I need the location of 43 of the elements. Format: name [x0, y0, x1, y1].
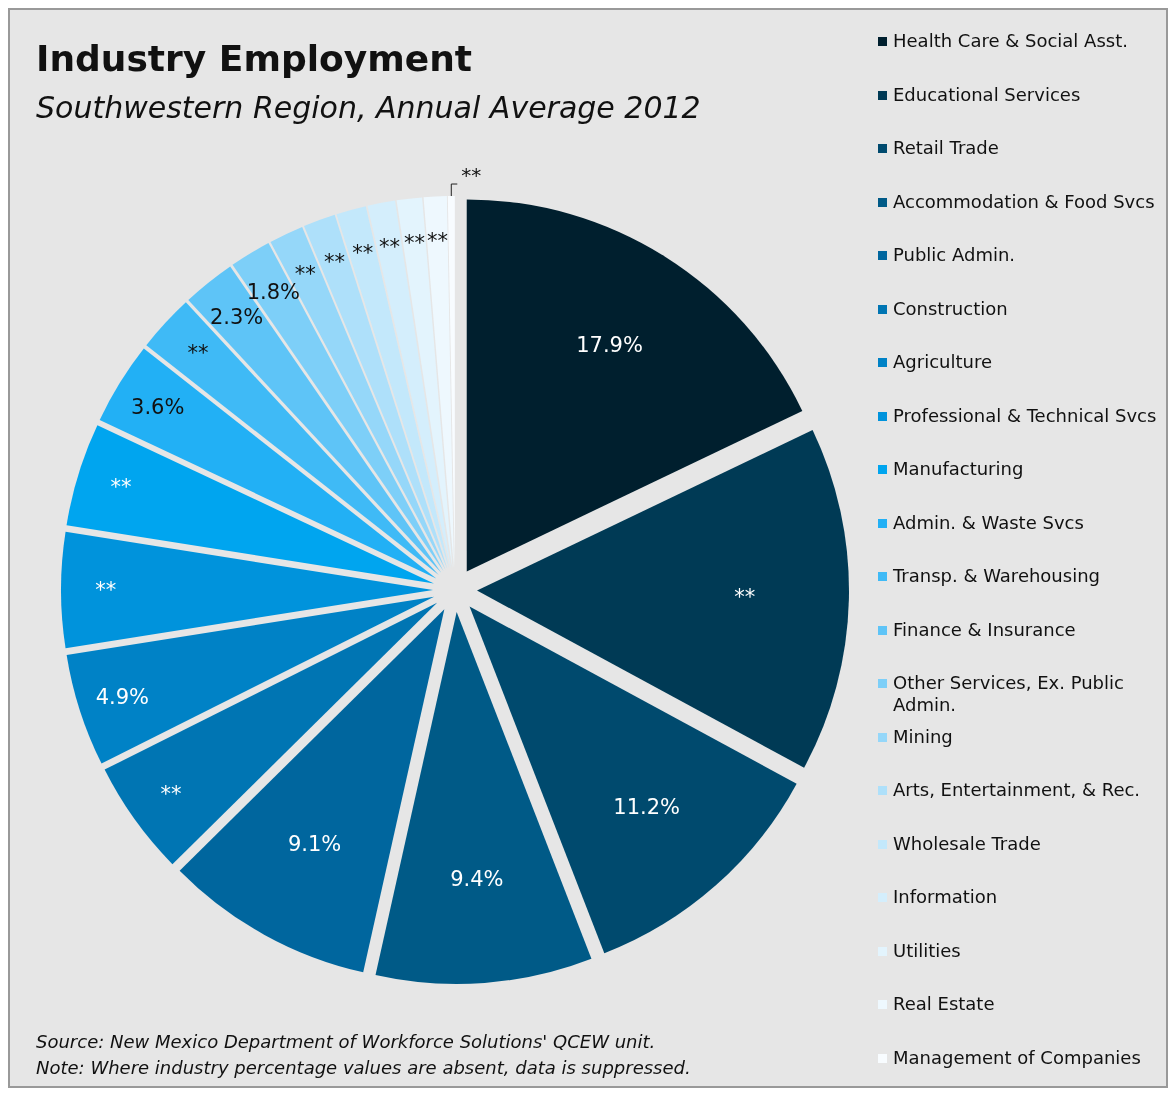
data-label: **: [379, 234, 401, 259]
data-label: **: [187, 341, 209, 366]
data-label: 9.1%: [287, 831, 342, 856]
data-label: 1.8%: [246, 279, 301, 304]
data-label: **: [324, 250, 346, 275]
data-label: 9.4%: [450, 867, 504, 892]
data-label: **: [110, 475, 132, 500]
data-label: **: [95, 578, 117, 602]
data-label: **: [352, 241, 374, 266]
legend-label: Utilities: [893, 939, 961, 962]
text: Note: Where industry percentage values are absent, data is suppressed.: [36, 1057, 691, 1078]
legend-label: Professional & Technical Svcs: [893, 404, 1157, 427]
data-label: **: [403, 231, 425, 255]
data-label: 4.9%: [95, 684, 150, 709]
legend-label: Wholesale Trade: [893, 832, 1041, 855]
data-label: 2.3%: [209, 305, 264, 330]
chart-title: Industry Employment: [36, 38, 472, 79]
data-label: 17.9%: [576, 332, 643, 357]
legend-label: Transp. & Warehousing: [893, 565, 1100, 587]
legend-label: Real Estate: [893, 993, 995, 1015]
legend-label: Mining: [893, 725, 953, 748]
legend-label: Construction: [893, 297, 1008, 320]
data-label: **: [461, 163, 482, 188]
legend-label: Agriculture: [893, 351, 992, 373]
legend-label: Information: [893, 886, 998, 908]
data-label: **: [426, 229, 448, 254]
legend-label: Arts, Entertainment, & Rec.: [893, 779, 1141, 801]
legend-label: Public Admin.: [893, 244, 1016, 266]
legend-label: Admin. & Waste Svcs: [893, 511, 1084, 534]
legend-label: Accommodation & Food Svcs: [893, 190, 1155, 213]
legend-label: Other Services, Ex. Public Admin.: [893, 672, 1125, 716]
legend-label: Management of Companies: [893, 1046, 1141, 1069]
source-note: Source: New Mexico Department of Workforce Solutions' QCEW unit.: [36, 1031, 656, 1052]
legend-label: Finance & Insurance: [893, 618, 1076, 641]
data-label: 11.2%: [613, 795, 681, 820]
data-label: **: [734, 585, 756, 610]
data-label: 3.6%: [131, 394, 185, 419]
text: Southwestern Region, Annual Average 2012: [36, 90, 701, 125]
legend-label: Health Care & Social Asst.: [893, 30, 1128, 52]
legend-label: Manufacturing: [893, 458, 1024, 480]
legend-label: Educational Services: [893, 83, 1081, 106]
data-label: **: [160, 781, 182, 806]
legend-label: Retail Trade: [893, 137, 999, 159]
